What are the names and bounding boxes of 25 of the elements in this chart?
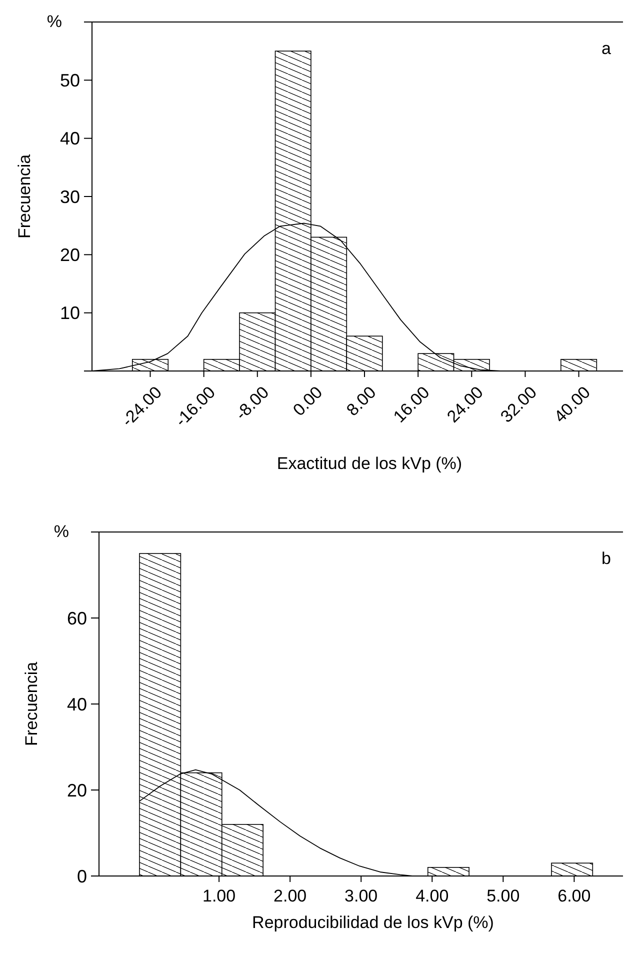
x-axis-title: Exactitud de los kVp (%) [276, 454, 462, 473]
y-tick-label: 40 [66, 694, 87, 714]
x-tick-label: 6.00 [558, 886, 591, 906]
y-axis-title: Frecuencia [15, 154, 34, 239]
y-tick-label: 20 [66, 780, 87, 800]
annotation: b [602, 549, 611, 568]
y-axis-title: Frecuencia [22, 661, 41, 746]
x-axis-title: Reproducibilidad de los kVp (%) [252, 913, 494, 932]
y-tick-label: 30 [60, 186, 80, 207]
y-tick-label: 50 [60, 70, 80, 90]
annotation: a [602, 39, 612, 58]
text: % [54, 522, 69, 541]
x-tick-label: 1.00 [202, 886, 236, 906]
x-tick-label: 8.00 [342, 382, 380, 420]
x-tick-label: 4.00 [416, 886, 449, 906]
x-tick-label: 2.00 [274, 886, 307, 906]
y-tick-label: 60 [66, 608, 87, 628]
x-tick-label: 5.00 [486, 886, 520, 906]
y-tick-label: 20 [60, 244, 80, 265]
y-tick-label: 40 [60, 128, 80, 149]
y-tick-label: 10 [60, 303, 80, 324]
y-tick-label: 0 [76, 866, 87, 886]
x-tick-label: 3.00 [344, 886, 378, 906]
text: % [46, 12, 62, 31]
x-tick-label: 0.00 [289, 382, 326, 420]
